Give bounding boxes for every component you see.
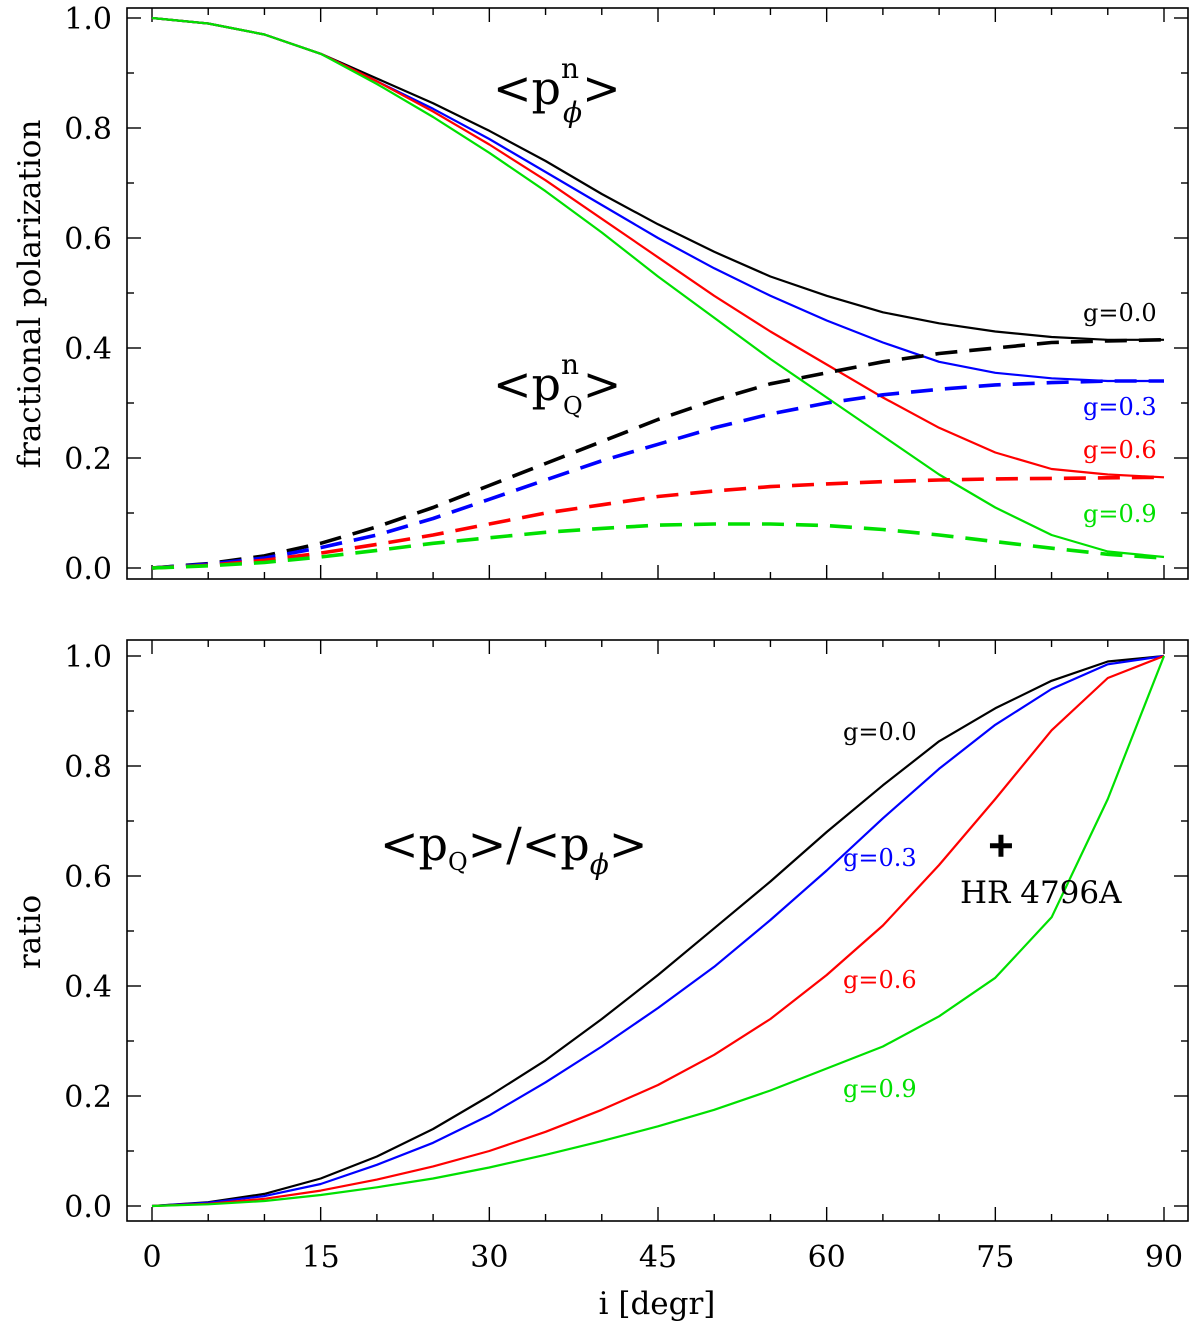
annotation-p-phi-n-base: <p <box>493 61 561 115</box>
annotation-ratio-num-sub: Q <box>448 848 468 876</box>
annotation-ratio-den-sub: ϕ <box>590 848 609 881</box>
annotation-p-phi-n-end: > <box>582 61 621 115</box>
annotation-p-q-n: <pn Q> <box>493 348 621 420</box>
top-label-g09: g=0.9 <box>1083 500 1157 528</box>
x-tick-label: 30 <box>470 1240 508 1275</box>
top-y-tick-label: 0.4 <box>64 332 112 367</box>
bottom-y-tick-label: 0.2 <box>64 1080 112 1115</box>
annotation-ratio: <pQ>/<pϕ> <box>380 817 647 881</box>
bottom-series-0-solid-line <box>151 654 1165 1208</box>
bottom-series-lines <box>151 654 1166 1208</box>
x-tick-label: 15 <box>302 1240 340 1275</box>
bottom-y-tick-label: 0.0 <box>64 1190 112 1225</box>
bottom-series-1-solid-line <box>151 654 1165 1208</box>
top-series-6-dashed-line <box>151 475 1165 570</box>
annotation-p-q-n-end: > <box>583 357 622 411</box>
annotation-ratio-end: > <box>609 817 648 871</box>
top-plot-frame <box>126 7 1189 580</box>
x-tick-label: 45 <box>639 1240 677 1275</box>
top-series-1-solid-line <box>151 16 1164 383</box>
annotation-p-phi-n-sub: ϕ <box>563 96 582 129</box>
bottom-series-2-solid-line <box>151 654 1165 1208</box>
x-tick-label: 90 <box>1145 1240 1183 1275</box>
bottom-label-g03: g=0.3 <box>843 844 917 872</box>
top-series-5-dashed-line <box>151 379 1164 570</box>
top-panel: 0.0 0.2 0.4 0.6 0.8 1.0 fractional polarizati… <box>12 2 1189 587</box>
annotation-p-q-n-sub: Q <box>563 392 583 420</box>
bottom-y-tick-label: 0.8 <box>64 750 112 785</box>
x-tick-label: 0 <box>142 1240 161 1275</box>
annotation-p-q-n-base: <p <box>493 357 561 411</box>
annotation-p-phi-n: <pn ϕ> <box>493 52 621 129</box>
top-label-g06: g=0.6 <box>1083 436 1157 464</box>
annotation-ratio-num-base: <p <box>380 817 448 871</box>
bottom-y-tick-label: 0.6 <box>64 860 112 895</box>
annotation-ratio-mid: >/<p <box>468 817 590 871</box>
bottom-series-3-solid-line <box>151 655 1166 1208</box>
x-tick-label: 75 <box>976 1240 1014 1275</box>
top-series-4-dashed-line <box>151 338 1165 570</box>
top-axis-ticks: 0.0 0.2 0.4 0.6 0.8 1.0 <box>64 2 1188 587</box>
bottom-y-axis-label: ratio <box>12 895 48 969</box>
top-y-tick-label: 0.0 <box>64 552 112 587</box>
top-series-lines <box>151 16 1165 570</box>
bottom-label-g06: g=0.6 <box>843 966 917 994</box>
bottom-label-g00: g=0.0 <box>843 718 917 746</box>
bottom-label-g09: g=0.9 <box>843 1075 917 1103</box>
top-y-tick-label: 0.8 <box>64 112 112 147</box>
top-y-tick-label: 0.2 <box>64 442 112 477</box>
top-series-2-solid-line <box>151 16 1165 479</box>
bottom-panel: 0 15 30 45 60 75 90 0.0 0.2 0.4 0.6 0.8 1.0 ratio i … <box>12 639 1189 1322</box>
hr4796a-label: HR 4796A <box>960 875 1122 911</box>
top-label-g00: g=0.0 <box>1083 299 1157 327</box>
bottom-y-tick-label: 0.4 <box>64 970 112 1005</box>
bottom-plot-frame <box>126 639 1189 1222</box>
top-y-axis-label: fractional polarization <box>12 120 48 469</box>
hr4796a-marker <box>989 834 1012 857</box>
top-label-g03: g=0.3 <box>1083 393 1157 421</box>
annotation-p-q-n-sup: n <box>561 348 579 381</box>
x-tick-label: 60 <box>808 1240 846 1275</box>
top-series-3-solid-line <box>151 16 1165 559</box>
annotation-p-phi-n-sup: n <box>561 52 579 85</box>
bottom-y-tick-label: 1.0 <box>64 640 112 675</box>
top-series-0-solid-line <box>151 16 1164 341</box>
bottom-axis-ticks: 0 15 30 45 60 75 90 0.0 0.2 0.4 0.6 0.8 1.0 <box>64 640 1188 1275</box>
top-y-tick-label: 1.0 <box>64 2 112 37</box>
x-axis-label: i [degr] <box>599 1286 716 1322</box>
top-y-tick-label: 0.6 <box>64 222 112 257</box>
